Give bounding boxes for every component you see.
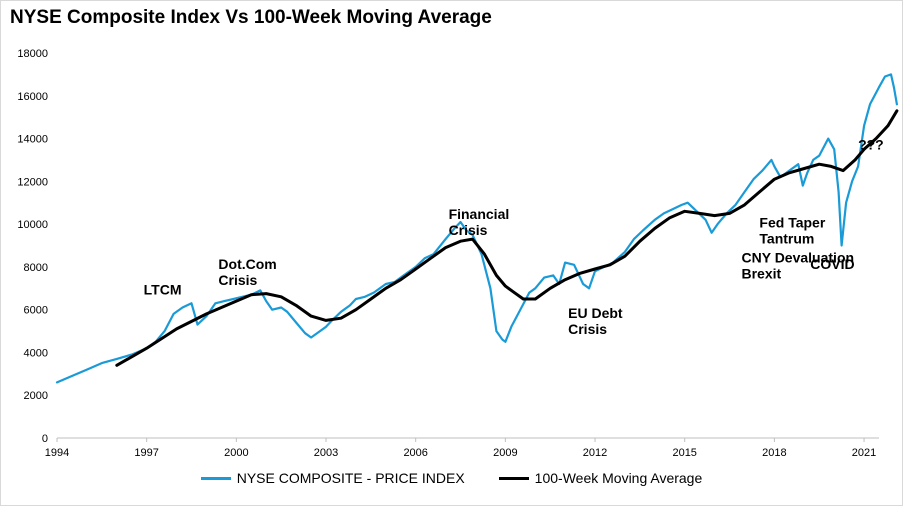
- legend-item-nyse-composite: NYSE COMPOSITE - PRICE INDEX: [200, 470, 465, 486]
- y-tick-label: 18000: [17, 48, 48, 60]
- legend-label-nyse-composite: NYSE COMPOSITE - PRICE INDEX: [236, 470, 465, 486]
- axes: 0 2000 4000 6000 8000 10000 12000 14000 16000 180…: [17, 48, 879, 459]
- x-tick-label: 2015: [672, 447, 696, 459]
- annotation-label: Brexit: [742, 266, 782, 282]
- y-tick-label: 14000: [17, 134, 48, 146]
- y-tick-label: 0: [42, 433, 48, 445]
- annotation-label: ???: [858, 136, 884, 152]
- annotation-label: Dot.Com: [218, 256, 276, 272]
- y-tick-label: 6000: [24, 305, 48, 317]
- annotation-label: LTCM: [144, 282, 182, 298]
- y-tick-label: 16000: [17, 91, 48, 103]
- annotation-label: EU Debt: [568, 305, 623, 321]
- annotation-label: Crisis: [568, 321, 607, 337]
- y-tick-label: 12000: [17, 176, 48, 188]
- annotation-label: Crisis: [449, 222, 488, 238]
- y-tick-label: 8000: [24, 262, 48, 274]
- moving-average-line: [115, 109, 899, 367]
- annotation-label: COVID: [810, 256, 854, 272]
- x-tick-label: 2006: [403, 447, 427, 459]
- annotation-label: Tantrum: [759, 230, 814, 246]
- annotation-label: Crisis: [218, 272, 257, 288]
- annotation-label: Financial: [449, 206, 510, 222]
- x-tick-label: 2018: [762, 447, 786, 459]
- annotation-label: CNY Devaluation: [742, 250, 855, 266]
- legend-item-moving-average: 100-Week Moving Average: [498, 470, 703, 486]
- x-tick-label: 2009: [493, 447, 517, 459]
- x-tick-label: 2003: [314, 447, 338, 459]
- x-tick-label: 1994: [45, 447, 69, 459]
- y-tick-label: 4000: [24, 347, 48, 359]
- series-lines: [55, 73, 899, 384]
- x-tick-label: 1997: [134, 447, 158, 459]
- x-tick-label: 2000: [224, 447, 248, 459]
- x-tick-label: 2021: [852, 447, 876, 459]
- x-tick-label: 2012: [583, 447, 607, 459]
- legend-swatch-black: [498, 476, 529, 480]
- annotation-label: Fed Taper: [759, 214, 825, 230]
- chart-title: NYSE Composite Index Vs 100-Week Moving …: [10, 7, 492, 28]
- y-tick-label: 10000: [17, 219, 48, 231]
- legend-swatch-blue: [200, 476, 231, 480]
- legend: NYSE COMPOSITE - PRICE INDEX 100-Week Mo…: [0, 470, 903, 486]
- y-tick-label: 2000: [24, 390, 48, 402]
- legend-label-moving-average: 100-Week Moving Average: [534, 470, 703, 486]
